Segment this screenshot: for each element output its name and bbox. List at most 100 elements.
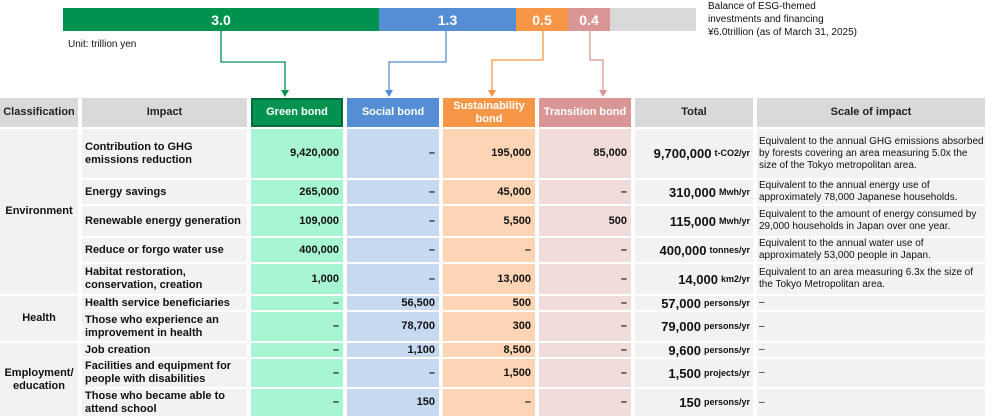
bar-remainder	[610, 8, 696, 31]
header-green-bond: Green bond	[251, 98, 343, 127]
classification-cell: Employment/ education	[0, 343, 78, 416]
green-bond-value: –	[251, 389, 343, 416]
total-cell: 79,000 persons/yr	[635, 312, 753, 341]
header-social-bond: Social bond	[347, 98, 439, 127]
total-unit: persons/yr	[703, 397, 750, 407]
total-value: 9,600	[668, 342, 701, 358]
total-cell: 310,000 Mwh/yr	[635, 180, 753, 204]
social-bond-value: 56,500	[347, 296, 439, 310]
impact-cell: Job creation	[82, 343, 247, 357]
header-total: Total	[635, 98, 753, 127]
social-bond-value: –	[347, 359, 439, 387]
impact-cell: Energy savings	[82, 180, 247, 204]
green-bond-value: 109,000	[251, 206, 343, 236]
balance-line: Balance of ESG-themed	[708, 1, 816, 12]
total-unit: persons/yr	[703, 344, 750, 355]
total-cell: 9,700,000 t-CO2/yr	[635, 129, 753, 178]
social-bond-value: –	[347, 180, 439, 204]
scale-of-impact-cell: Equivalent to an area measuring 6.3x the…	[757, 264, 985, 294]
total-unit: t-CO2/yr	[714, 148, 750, 158]
social-bond-value: –	[347, 238, 439, 262]
arrow-green	[220, 31, 286, 93]
transition-bond-value: 85,000	[539, 129, 631, 178]
unit-label: Unit: trillion yen	[68, 39, 137, 50]
bar-social: 1.3	[379, 8, 516, 31]
total-value: 9,700,000	[653, 146, 712, 161]
header-classification: Classification	[0, 98, 78, 127]
green-bond-value: 1,000	[251, 264, 343, 294]
sustainability-bond-value: 8,500	[443, 343, 535, 357]
total-unit: persons/yr	[703, 321, 750, 331]
balance-line: ¥6.0trillion (as of March 31, 2025)	[708, 27, 857, 38]
impact-table: Classification Impact Green bond Social …	[0, 98, 985, 416]
social-bond-value: 78,700	[347, 312, 439, 341]
bar-green: 3.0	[63, 8, 379, 31]
total-value: 1,500	[668, 365, 701, 381]
bar-transition: 0.4	[568, 8, 610, 31]
social-bond-value: 150	[347, 389, 439, 416]
impact-cell: Health service beneficiaries	[82, 296, 247, 310]
impact-cell: Those who experience an improvement in h…	[82, 312, 247, 341]
sustainability-bond-value: 13,000	[443, 264, 535, 294]
transition-bond-value: –	[539, 264, 631, 294]
green-bond-value: –	[251, 296, 343, 310]
social-bond-value: –	[347, 129, 439, 178]
total-unit: persons/yr	[703, 297, 750, 308]
transition-bond-value: –	[539, 343, 631, 357]
green-bond-value: 9,420,000	[251, 129, 343, 178]
total-value: 57,000	[661, 295, 701, 311]
header-sustainability-bond: Sustainability bond	[443, 98, 535, 127]
total-cell: 9,600 persons/yr	[635, 343, 753, 357]
sustainability-bond-value: 500	[443, 296, 535, 310]
total-value: 150	[679, 395, 701, 410]
total-unit: km2/yr	[720, 273, 750, 284]
total-cell: 57,000 persons/yr	[635, 296, 753, 310]
sustainability-bond-value: 300	[443, 312, 535, 341]
total-cell: 14,000 km2/yr	[635, 264, 753, 294]
total-value: 400,000	[659, 242, 707, 258]
header-transition-bond: Transition bond	[539, 98, 631, 127]
arrowhead-transition	[599, 90, 607, 97]
total-value: 115,000	[669, 213, 716, 229]
total-cell: 1,500 projects/yr	[635, 359, 753, 387]
green-bond-value: –	[251, 343, 343, 357]
sustainability-bond-value: 195,000	[443, 129, 535, 178]
balance-note: Balance of ESG-themed investments and fi…	[708, 0, 857, 39]
arrow-sustainability	[491, 31, 544, 93]
total-value: 14,000	[678, 271, 718, 287]
total-value: 79,000	[661, 319, 701, 334]
sustainability-bond-value: 45,000	[443, 180, 535, 204]
transition-bond-value: –	[539, 389, 631, 416]
sustainability-bond-value: 5,500	[443, 206, 535, 236]
social-bond-value: –	[347, 206, 439, 236]
classification-cell: Health	[0, 296, 78, 341]
green-bond-value: 265,000	[251, 180, 343, 204]
transition-bond-value: –	[539, 359, 631, 387]
total-unit: tonnes/yr	[709, 244, 750, 255]
arrowhead-sustainability	[488, 90, 496, 97]
impact-cell: Those who became able to attend school	[82, 389, 247, 416]
header-scale: Scale of impact	[757, 98, 985, 127]
arrowhead-social	[385, 90, 393, 97]
social-bond-value: –	[347, 264, 439, 294]
bar-sustainability: 0.5	[516, 8, 568, 31]
total-cell: 150 persons/yr	[635, 389, 753, 416]
arrow-social	[388, 31, 447, 93]
scale-of-impact-cell: Equivalent to the amount of energy consu…	[757, 206, 985, 236]
impact-cell: Facilities and equipment for people with…	[82, 359, 247, 387]
transition-bond-value: –	[539, 312, 631, 341]
scale-of-impact-cell: Equivalent to the annual water use of ap…	[757, 238, 985, 262]
arrowhead-green	[281, 90, 289, 97]
scale-of-impact-cell: Equivalent to the annual energy use of a…	[757, 180, 985, 204]
social-bond-value: 1,100	[347, 343, 439, 357]
total-unit: projects/yr	[703, 367, 750, 378]
green-bond-value: –	[251, 312, 343, 341]
sustainability-bond-value: 1,500	[443, 359, 535, 387]
connector-arrows	[220, 31, 607, 97]
sustainability-bond-value: –	[443, 389, 535, 416]
scale-of-impact-cell: –	[757, 343, 985, 357]
scale-of-impact-cell: Equivalent to the annual GHG emissions a…	[757, 129, 985, 178]
transition-bond-value: 500	[539, 206, 631, 236]
impact-cell: Contribution to GHG emissions reduction	[82, 129, 247, 178]
transition-bond-value: –	[539, 238, 631, 262]
